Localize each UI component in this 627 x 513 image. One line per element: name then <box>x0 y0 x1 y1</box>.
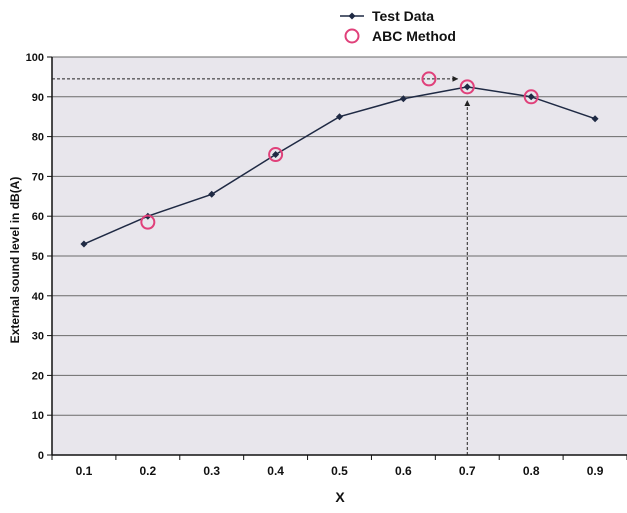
abc-method-point <box>140 214 156 230</box>
y-tick-label: 70 <box>32 171 44 183</box>
y-tick-label: 0 <box>38 450 44 462</box>
test-data-point <box>463 83 471 91</box>
abc-method-point <box>421 71 437 87</box>
y-tick-label: 80 <box>32 132 44 144</box>
x-axis-label: X <box>335 489 345 505</box>
x-tick-label: 0.8 <box>523 464 540 478</box>
abc-method-point <box>459 79 475 95</box>
tick-labels: 0 10 20 30 40 50 60 70 80 90 100 0.1 0.2 0.3 0.4 0.5 0.6… <box>26 52 604 478</box>
series-group <box>80 71 599 248</box>
y-tick-label: 90 <box>32 92 44 104</box>
test-data-point <box>527 93 535 101</box>
x-tick-label: 0.5 <box>331 464 348 478</box>
gridlines <box>52 56 627 416</box>
legend-diamond-icon <box>348 12 356 20</box>
x-tick-label: 0.3 <box>203 464 220 478</box>
y-tick-label: 40 <box>32 291 44 303</box>
legend: Test Data ABC Method <box>340 8 456 44</box>
annotations <box>52 75 471 455</box>
axes <box>47 56 627 460</box>
y-tick-label: 20 <box>32 370 44 382</box>
test-data-point <box>80 240 88 248</box>
x-tick-label: 0.2 <box>139 464 156 478</box>
x-tick-label: 0.4 <box>267 464 284 478</box>
y-tick-label: 100 <box>26 52 44 64</box>
x-tick-label: 0.6 <box>395 464 412 478</box>
y-tick-label: 60 <box>32 211 44 223</box>
y-axis-label: External sound level in dB(A) <box>8 177 22 344</box>
legend-label-test-data: Test Data <box>372 8 434 24</box>
x-tick-label: 0.7 <box>459 464 476 478</box>
test-data-point <box>336 113 343 121</box>
legend-label-abc-method: ABC Method <box>372 28 456 44</box>
abc-method-point <box>523 89 539 105</box>
series-abc-method <box>140 71 539 230</box>
test-data-point <box>399 95 407 103</box>
x-tick-label: 0.9 <box>587 464 604 478</box>
abc-method-point <box>268 147 284 163</box>
series-test-data <box>80 83 599 248</box>
legend-circle-icon <box>344 28 360 44</box>
test-data-point <box>208 190 216 198</box>
test-data-point <box>272 151 280 159</box>
x-tick-label: 0.1 <box>76 464 93 478</box>
y-tick-label: 50 <box>32 251 44 263</box>
y-tick-label: 30 <box>32 331 44 343</box>
test-data-point <box>591 115 599 123</box>
y-tick-label: 10 <box>32 410 44 422</box>
